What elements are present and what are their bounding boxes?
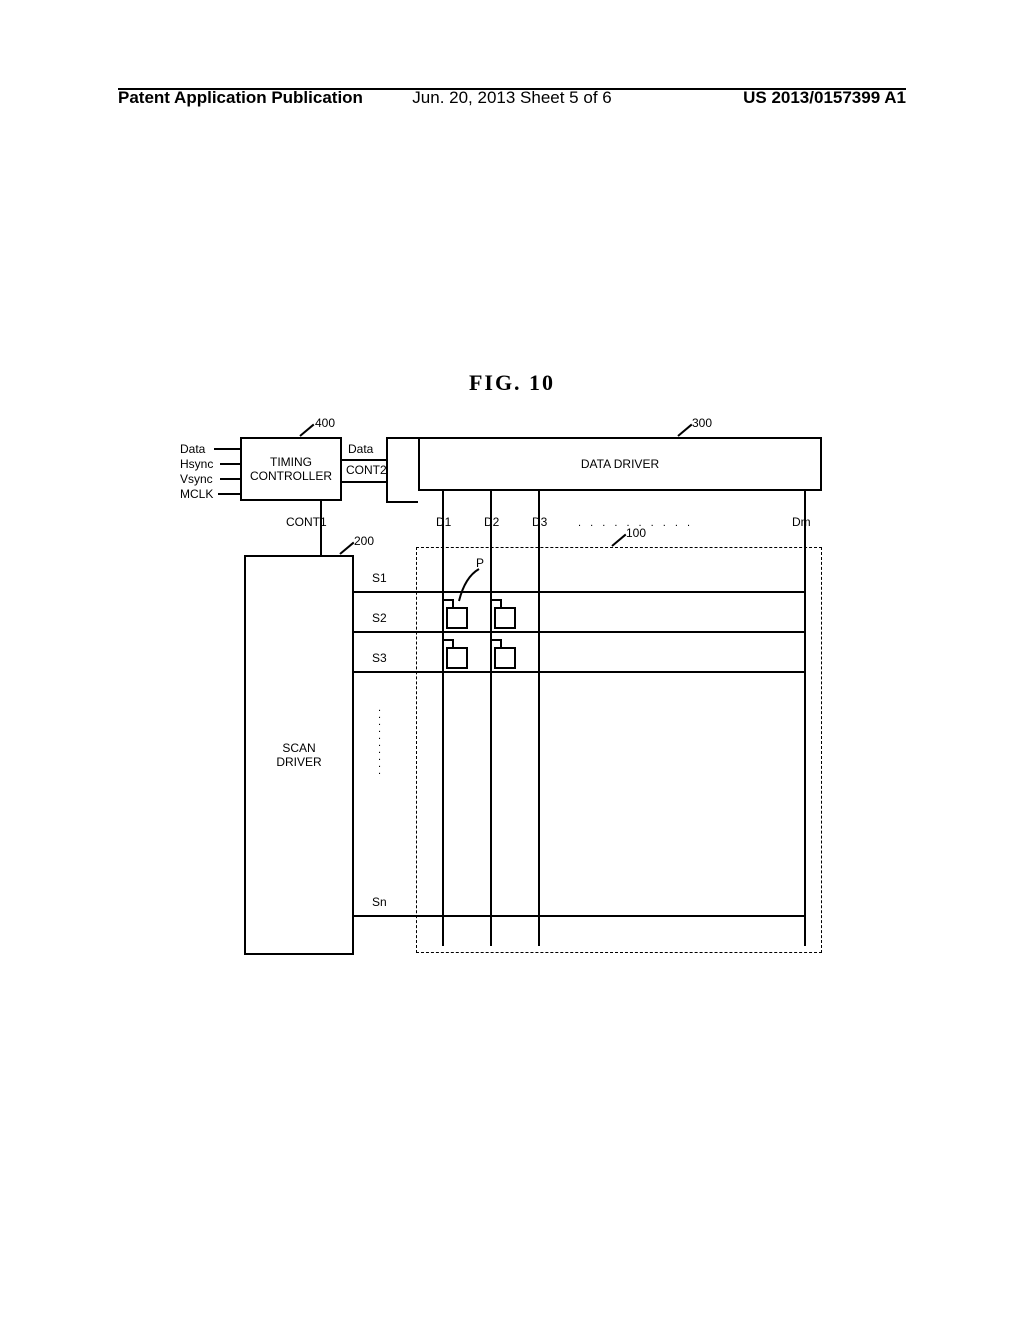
pixel-3 — [446, 647, 468, 669]
input-label-vsync: Vsync — [180, 472, 213, 486]
ref-label-100: 100 — [626, 526, 646, 540]
pixel-3-top — [442, 639, 452, 641]
signal-cont2-line — [342, 481, 386, 483]
input-label-data: Data — [180, 442, 205, 456]
signal-cont1-line — [320, 501, 322, 555]
ref-leader-100 — [611, 534, 626, 547]
pixel-leader — [455, 567, 485, 605]
ref-leader-400 — [299, 424, 314, 437]
scan-line-s1 — [354, 591, 804, 593]
input-label-mclk: MCLK — [180, 487, 213, 501]
scan-driver-block: SCAN DRIVER — [244, 555, 354, 955]
pixel-1-stem — [452, 599, 454, 607]
ref-leader-200 — [339, 542, 354, 555]
signal-cont2-label: CONT2 — [346, 463, 387, 477]
scan-line-s3 — [354, 671, 804, 673]
pixel-2-stem — [500, 599, 502, 607]
scan-line-s2 — [354, 631, 804, 633]
pixel-4 — [494, 647, 516, 669]
pixel-4-stem — [500, 639, 502, 647]
pixel-1 — [446, 607, 468, 629]
timing-controller-label: TIMING CONTROLLER — [250, 455, 332, 484]
header-sheet-info: Jun. 20, 2013 Sheet 5 of 6 — [412, 88, 611, 108]
scan-driver-label: SCAN DRIVER — [276, 741, 321, 769]
scan-line-s2-label: S2 — [372, 611, 387, 625]
block-diagram: Data Hsync Vsync MCLK TIMING CONTROLLER … — [180, 415, 822, 959]
tc-top-connector — [386, 437, 418, 439]
scan-line-s3-label: S3 — [372, 651, 387, 665]
display-panel-area — [416, 547, 822, 953]
pixel-2 — [494, 607, 516, 629]
data-driver-label: DATA DRIVER — [581, 457, 659, 471]
scan-line-vdots: .......... — [378, 705, 381, 775]
input-line-data — [214, 448, 240, 450]
timing-controller-block: TIMING CONTROLLER — [240, 437, 342, 501]
input-label-hsync: Hsync — [180, 457, 213, 471]
ref-label-300: 300 — [692, 416, 712, 430]
ref-label-400: 400 — [315, 416, 335, 430]
pixel-2-top — [490, 599, 500, 601]
ref-leader-300 — [677, 424, 692, 437]
tc-bottom-connector-stub — [386, 501, 418, 503]
scan-line-sn — [354, 915, 804, 917]
pixel-3-stem — [452, 639, 454, 647]
tc-right-divider — [386, 437, 388, 501]
scan-line-s1-label: S1 — [372, 571, 387, 585]
pixel-1-top — [442, 599, 452, 601]
header-publication: Patent Application Publication — [118, 88, 363, 108]
figure-title: FIG. 10 — [469, 370, 555, 396]
input-line-hsync — [220, 463, 240, 465]
pixel-4-top — [490, 639, 500, 641]
ref-label-200: 200 — [354, 534, 374, 548]
input-line-vsync — [220, 478, 240, 480]
header-pub-number: US 2013/0157399 A1 — [743, 88, 906, 108]
input-line-mclk — [218, 493, 240, 495]
scan-line-sn-label: Sn — [372, 895, 387, 909]
data-driver-block: DATA DRIVER — [418, 437, 822, 491]
signal-data-label: Data — [348, 442, 373, 456]
signal-data-line-top — [342, 459, 386, 461]
data-line-dm-label: Dm — [792, 515, 811, 529]
